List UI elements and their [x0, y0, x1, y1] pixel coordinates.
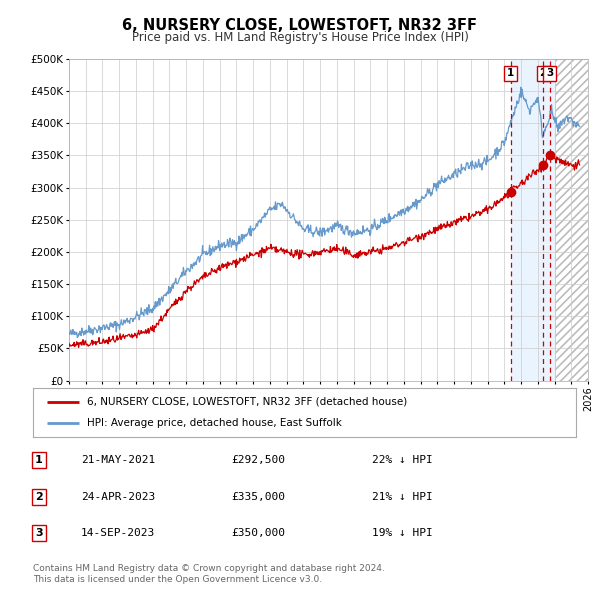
Text: HPI: Average price, detached house, East Suffolk: HPI: Average price, detached house, East…	[88, 418, 342, 428]
Text: 1: 1	[507, 68, 514, 78]
Text: 1: 1	[35, 455, 43, 465]
Text: 14-SEP-2023: 14-SEP-2023	[81, 529, 155, 538]
Text: 2: 2	[539, 68, 547, 78]
Text: 6, NURSERY CLOSE, LOWESTOFT, NR32 3FF (detached house): 6, NURSERY CLOSE, LOWESTOFT, NR32 3FF (d…	[88, 396, 407, 407]
Bar	[554, 59, 588, 381]
Text: 3: 3	[35, 529, 43, 538]
Text: 22% ↓ HPI: 22% ↓ HPI	[372, 455, 433, 465]
Text: 3: 3	[546, 68, 553, 78]
Text: 2: 2	[35, 492, 43, 502]
Text: £335,000: £335,000	[231, 492, 285, 502]
Text: Contains HM Land Registry data © Crown copyright and database right 2024.: Contains HM Land Registry data © Crown c…	[33, 564, 385, 573]
Text: £292,500: £292,500	[231, 455, 285, 465]
Bar	[554, 59, 588, 381]
Text: 6, NURSERY CLOSE, LOWESTOFT, NR32 3FF: 6, NURSERY CLOSE, LOWESTOFT, NR32 3FF	[122, 18, 478, 32]
Text: This data is licensed under the Open Government Licence v3.0.: This data is licensed under the Open Gov…	[33, 575, 322, 584]
Text: 24-APR-2023: 24-APR-2023	[81, 492, 155, 502]
Text: 21-MAY-2021: 21-MAY-2021	[81, 455, 155, 465]
Text: 21% ↓ HPI: 21% ↓ HPI	[372, 492, 433, 502]
Text: Price paid vs. HM Land Registry's House Price Index (HPI): Price paid vs. HM Land Registry's House …	[131, 31, 469, 44]
Text: 19% ↓ HPI: 19% ↓ HPI	[372, 529, 433, 538]
Bar	[511, 59, 554, 381]
Text: £350,000: £350,000	[231, 529, 285, 538]
